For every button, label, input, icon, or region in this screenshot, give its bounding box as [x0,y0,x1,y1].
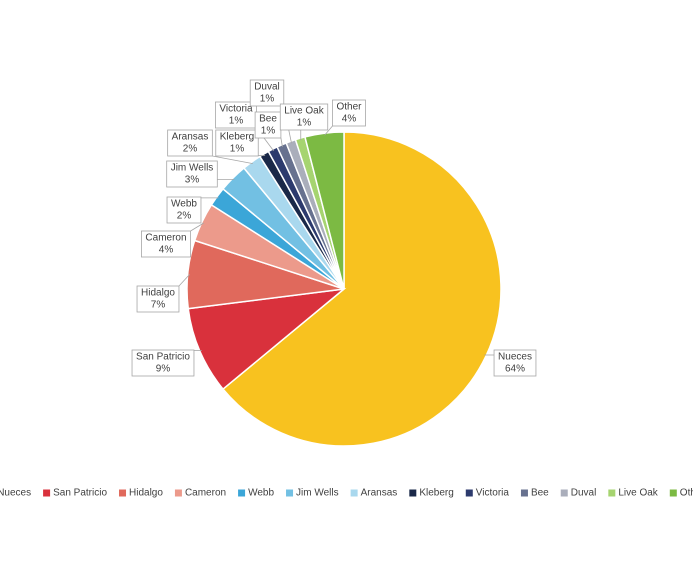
legend-label: Live Oak [618,488,658,499]
legend-swatch [43,489,51,497]
legend-label: Victoria [476,488,510,499]
leader-line [212,155,253,164]
data-label-box [131,349,195,377]
data-label-box [215,101,257,129]
legend: Nueces San Patricio Hidalgo Cameron Webb Jim … [0,488,693,499]
data-label-value: 1% [260,94,275,105]
data-label-box [249,79,285,107]
data-label-value: 1% [261,126,276,137]
data-label-box [136,285,180,313]
data-label-name: Nueces [498,352,532,363]
legend-label: Bee [531,488,549,499]
data-label-name: Victoria [219,104,253,115]
legend-swatch [350,489,358,497]
data-label-value: 1% [297,118,312,129]
pie-slice [187,287,347,391]
data-label-box [166,196,202,224]
legend-label: Hidalgo [129,488,163,499]
data-label-box [215,129,259,157]
data-label-box [166,160,218,188]
data-label-value: 9% [156,364,171,375]
legend-label: San Patricio [53,488,107,499]
data-label-name: Cameron [145,233,186,244]
data-label-name: San Patricio [136,352,190,363]
legend-label: Jim Wells [296,488,339,499]
leader-line [280,137,283,147]
legend-label: Duval [571,488,597,499]
data-label-value: 7% [151,300,166,311]
data-label-box [332,99,366,127]
legend-label: Kleberg [419,488,453,499]
legend-label: Aransas [361,488,398,499]
data-label-name: Kleberg [220,132,254,143]
legend-swatch [560,489,568,497]
legend-swatch [286,489,294,497]
pie-slice [304,131,345,290]
data-label-value: 2% [177,211,192,222]
legend-swatch [238,489,246,497]
data-label-name: Aransas [172,132,209,143]
legend-label: Webb [248,488,274,499]
data-label-box [279,103,329,131]
legend-swatch [520,489,528,497]
pie-slice [221,131,502,447]
legend-swatch [669,489,677,497]
data-label-value: 64% [505,364,525,375]
legend-label: Cameron [185,488,226,499]
data-label-value: 4% [159,245,174,256]
legend-swatch [608,489,616,497]
legend-swatch [465,489,473,497]
data-label-value: 2% [183,144,198,155]
leader-line [324,125,333,136]
data-label-box [141,230,191,258]
data-label-name: Live Oak [284,106,324,117]
data-label-name: Other [336,102,362,113]
data-label-value: 3% [185,175,200,186]
data-label-box [493,349,537,377]
legend-label: Nueces [0,488,31,499]
data-label-value: 1% [230,144,245,155]
data-label-value: 1% [229,116,244,127]
data-label-name: Webb [171,199,197,210]
data-label-name: Jim Wells [171,163,214,174]
data-label-value: 4% [342,114,357,125]
data-label-name: Hidalgo [141,288,175,299]
legend-label: Other [680,488,693,499]
legend-swatch [119,489,127,497]
legend-swatch [174,489,182,497]
legend-swatch [409,489,417,497]
data-label-name: Duval [254,82,280,93]
leader-line [190,222,204,232]
data-label-box [167,129,213,157]
leader-line [178,274,190,287]
data-label-name: Bee [259,114,277,125]
